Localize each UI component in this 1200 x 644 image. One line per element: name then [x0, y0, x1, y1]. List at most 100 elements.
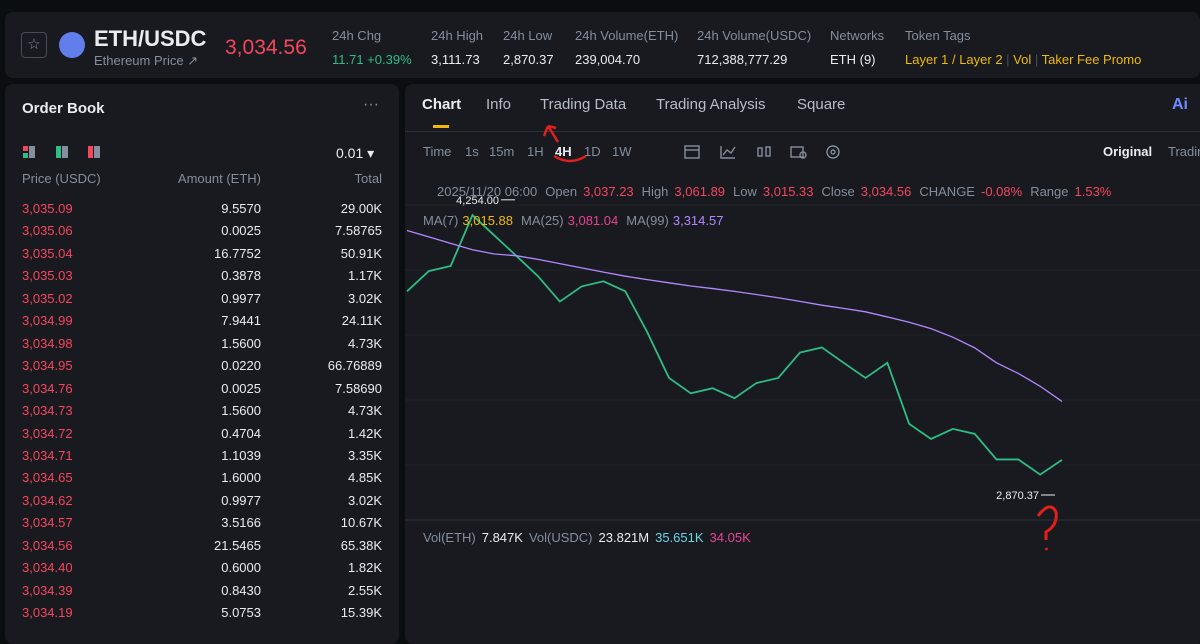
row-total: 3.02K [348, 290, 382, 306]
tab[interactable]: Square [797, 96, 846, 113]
last-price: 3,034.56 [225, 36, 307, 59]
row-amount: 0.0220 [221, 358, 261, 374]
divider [405, 131, 1200, 132]
row-price: 3,034.40 [22, 560, 73, 576]
row-total: 1.42K [348, 425, 382, 441]
row-price: 3,035.02 [22, 290, 73, 306]
row-price: 3,034.76 [22, 380, 73, 396]
order-book-panel: Order Book ··· 0.01 ▾ Price (USDC) Amount… [5, 84, 399, 644]
row-amount: 0.9977 [221, 492, 261, 508]
view-option[interactable]: TradingView [1168, 144, 1200, 159]
row-total: 24.11K [341, 313, 382, 329]
row-total: 3.35K [348, 447, 382, 463]
vol-label: Vol(ETH) [423, 530, 476, 545]
row-total: 10.67K [340, 515, 382, 531]
row-total: 1.17K [348, 268, 382, 284]
interval[interactable]: 1H [527, 144, 544, 159]
interval[interactable]: 1s [465, 144, 479, 159]
ohlc-label: Close [821, 184, 855, 199]
row-total: 66.76889 [327, 358, 382, 374]
row-price: 3,035.04 [22, 245, 73, 261]
row-price: 3,034.57 [22, 515, 73, 531]
row-amount: 3.5166 [221, 515, 261, 531]
row-amount: 1.5600 [221, 335, 261, 351]
ma-label: MA(25) [521, 213, 564, 228]
pair-subtitle[interactable]: Ethereum Price ↗ [94, 53, 199, 68]
tags: Layer 1 / Layer 2 | Vol | Taker Fee Prom… [905, 52, 1141, 67]
chart-panel: Chart Info Trading Data Trading Analysis Squ… [405, 84, 1200, 644]
row-price: 3,034.98 [22, 335, 73, 351]
token-tag: Layer 1 / Layer 2 [905, 52, 1003, 67]
interval[interactable]: Time [423, 144, 452, 159]
toolbar-icons[interactable] [683, 143, 843, 161]
ohlc-value: -0.08% [980, 184, 1023, 199]
ohlc-value: 3,034.56 [860, 184, 912, 199]
column-header: Total [354, 171, 382, 186]
tab[interactable]: Info [486, 96, 512, 113]
row-total: 29.00K [340, 201, 382, 216]
stat-label: 24h Low [503, 28, 553, 43]
ai-button[interactable]: Ai [1172, 96, 1188, 113]
tags-label: Token Tags [905, 28, 971, 43]
stat-value: 712,388,777.29 [697, 52, 788, 67]
row-price: 3,034.95 [22, 358, 73, 374]
row-total: 3.02K [348, 492, 382, 508]
interval[interactable]: 15m [489, 144, 515, 159]
token-tag: Vol [1013, 52, 1032, 67]
handwritten-marks [542, 124, 1058, 551]
row-amount: 0.0025 [221, 223, 261, 239]
row-total: 4.73K [348, 403, 382, 419]
row-amount: 1.5600 [221, 403, 261, 419]
row-price: 3,035.06 [22, 223, 73, 239]
stat-value: ETH (9) [830, 52, 876, 67]
row-price: 3,034.72 [22, 425, 73, 441]
price-chart: 4,254.00 2,870.37 [405, 195, 1200, 521]
row-total: 65.38K [340, 537, 382, 553]
tab[interactable]: Trading Analysis [656, 96, 766, 113]
row-total: 4.85K [348, 470, 382, 486]
stat-label: 24h Volume(USDC) [697, 28, 812, 43]
stat-value: 2,870.37 [503, 52, 554, 67]
stat-label: 24h High [431, 28, 484, 43]
row-amount: 1.1039 [221, 447, 261, 463]
column-header: Price (USDC) [22, 171, 101, 186]
row-price: 3,034.65 [22, 470, 73, 486]
ma-line: MA(7) 3,015.88 MA(25) 3,081.04 MA(99) 3,314.5… [423, 213, 731, 228]
row-price: 3,034.73 [22, 403, 73, 419]
ohlc-label: High [641, 184, 669, 199]
ma-label: MA(99) [626, 213, 669, 228]
tab[interactable]: Chart [422, 96, 462, 113]
ohlc-line: 2025/11/20 06:00 Open 3,037.23 High 3,061.89… [423, 184, 1119, 199]
interval[interactable]: 1W [612, 144, 632, 159]
row-amount: 0.6000 [221, 560, 261, 576]
row-total: 15.39K [340, 605, 382, 621]
row-price: 3,035.09 [22, 201, 73, 216]
ohlc-label: Low [733, 184, 757, 199]
column-header: Amount (ETH) [177, 171, 261, 186]
ohlc-value: 3,037.23 [583, 184, 634, 199]
interval[interactable]: 1D [584, 144, 601, 159]
ohlc-label: Range [1030, 184, 1069, 199]
row-total: 4.73K [348, 335, 382, 351]
book-layout-icons[interactable] [23, 146, 113, 160]
row-amount: 9.5570 [221, 201, 261, 216]
pair: ETH/USDC [94, 26, 207, 51]
vol-value: 35.651K [655, 530, 704, 545]
precision[interactable]: 0.01 ▾ [336, 145, 375, 161]
tab[interactable]: Trading Data [540, 96, 627, 113]
row-amount: 0.0025 [221, 380, 261, 396]
more-button[interactable]: ··· [363, 96, 379, 113]
view-option[interactable]: Original [1103, 144, 1153, 159]
row-total: 1.82K [348, 560, 382, 576]
stat-value: 11.71 +0.39% [332, 52, 412, 67]
favorite-button[interactable]: ☆ [21, 32, 47, 58]
row-amount: 21.5465 [214, 537, 261, 553]
precision-value: 0.01 [336, 145, 364, 161]
vol-value: 23.821M [598, 530, 650, 545]
stat-value: 239,004.70 [575, 52, 641, 67]
interval[interactable]: 4H [555, 144, 572, 159]
header-panel: ☆ ETH/USDC Ethereum Price ↗ 3,034.56 24h… [5, 12, 1200, 78]
row-amount: 5.0753 [221, 605, 261, 621]
separator: | [1031, 52, 1042, 67]
